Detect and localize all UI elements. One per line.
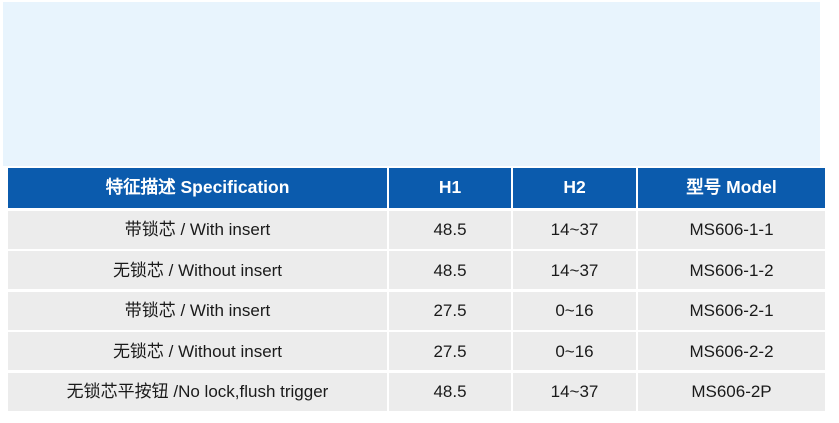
cell-model: MS606-2P: [638, 372, 825, 411]
cell-h1: 27.5: [389, 332, 511, 371]
header-cell-specification: 特征描述 Specification: [8, 168, 387, 208]
cell-model: MS606-1-1: [638, 210, 825, 249]
cell-h1: 48.5: [389, 251, 511, 290]
cell-h2: 0~16: [513, 332, 636, 371]
cell-h2: 14~37: [513, 210, 636, 249]
specification-table: 特征描述 Specification H1 H2 型号 Model 带锁芯 / …: [8, 168, 825, 411]
cell-model: MS606-2-1: [638, 291, 825, 330]
cell-h2: 14~37: [513, 251, 636, 290]
cell-specification: 无锁芯平按钮 /No lock,flush trigger: [8, 372, 387, 411]
cell-h1: 48.5: [389, 372, 511, 411]
cell-h2: 0~16: [513, 291, 636, 330]
cell-specification: 无锁芯 / Without insert: [8, 251, 387, 290]
header-cell-h2: H2: [513, 168, 636, 208]
cell-h2: 14~37: [513, 372, 636, 411]
header-cell-h1: H1: [389, 168, 511, 208]
product-image-placeholder: [3, 2, 820, 166]
cell-specification: 无锁芯 / Without insert: [8, 332, 387, 371]
cell-model: MS606-1-2: [638, 251, 825, 290]
header-cell-model: 型号 Model: [638, 168, 825, 208]
cell-specification: 带锁芯 / With insert: [8, 291, 387, 330]
cell-h1: 27.5: [389, 291, 511, 330]
cell-model: MS606-2-2: [638, 332, 825, 371]
cell-h1: 48.5: [389, 210, 511, 249]
cell-specification: 带锁芯 / With insert: [8, 210, 387, 249]
